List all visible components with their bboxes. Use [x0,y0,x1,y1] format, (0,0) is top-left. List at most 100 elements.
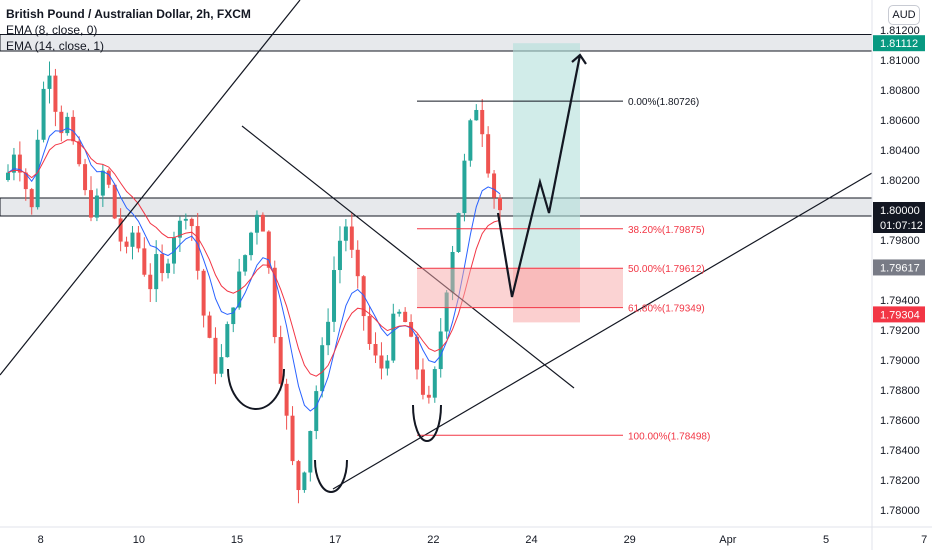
candle-down [118,218,123,242]
ema-slow-line [7,139,501,377]
price-tick-label: 1.78000 [880,505,920,517]
candle-down [278,337,283,384]
candle-up [462,160,467,214]
candle-down [142,248,147,275]
time-tick-label: 7 [921,534,927,546]
candle-down [124,241,129,247]
candle-up [100,170,105,196]
currency-button[interactable]: AUD [888,5,920,25]
candle-down [379,355,384,369]
candle-up [166,263,171,274]
resistance-zone [0,197,873,217]
price-tick-label: 1.79200 [880,325,920,337]
candle-up [474,109,479,121]
candle-up [231,307,236,325]
candle-up [94,195,99,218]
candle-down [136,232,141,249]
price-marker [873,35,925,52]
price-tick-label: 1.79400 [880,295,920,307]
candle-down [189,218,194,227]
candle-up [6,172,10,180]
candle-up [11,154,16,173]
trendline-descending [241,125,575,389]
candle-down [71,116,76,142]
candle-up [314,391,319,432]
fib-label: 61.80%(1.79349) [628,304,705,315]
candle-down [284,383,289,416]
candle-down [77,141,82,165]
candle-down [290,415,295,462]
price-tick-label: 1.79800 [880,235,920,247]
price-marker-label: 1.81112 [880,38,918,50]
price-tick-label: 1.80200 [880,175,920,187]
projection-arrowhead [571,53,587,65]
symbol-title[interactable]: British Pound / Australian Dollar, 2h, F… [6,7,251,21]
time-axis: 8 10 15 17 22 24 29 Apr 5 7 [0,526,932,546]
candle-up [456,213,461,252]
fib-label: 38.20%(1.79875) [628,225,705,236]
price-tick-label: 1.80800 [880,85,920,97]
candle-up [397,311,402,314]
candle-up [237,271,242,308]
time-tick-label: 5 [823,534,829,546]
time-tick-label: 29 [624,534,636,546]
candle-down [260,214,265,232]
target-zone [513,43,580,268]
zones-layer [0,34,873,217]
candle-up [438,331,443,370]
swing-low-arc [412,404,442,442]
candle-down [59,111,64,134]
fib-label: 100.00%(1.78498) [628,431,710,442]
candle-up [444,292,449,332]
candle-down [112,184,117,219]
candle-up [391,313,396,361]
price-marker [873,306,925,323]
ema-slow-legend[interactable]: EMA (14, close, 1) [6,39,105,53]
candle-up [343,226,348,241]
candle-up [130,232,135,247]
swing-low-arc [314,459,348,493]
price-tick-label: 1.80400 [880,145,920,157]
candle-up [41,88,46,140]
candle-down [355,249,360,277]
time-tick-label: 15 [231,534,243,546]
candle-down [480,109,485,135]
candle-down [88,190,93,218]
candle-down [53,75,58,112]
time-tick-label: 8 [38,534,44,546]
candle-down [160,254,165,274]
candle-down [207,315,212,338]
candle-down [213,337,218,374]
time-tick-label: 10 [133,534,145,546]
candle-up [326,321,331,346]
candle-down [486,134,491,174]
ema-fast-legend[interactable]: EMA (8, close, 0) [6,23,98,37]
time-tick-label: 22 [427,534,439,546]
trendline-ascending [0,0,301,376]
price-tick-label: 1.81000 [880,55,920,67]
candle-down [492,173,497,198]
candle-down [349,226,354,250]
candle-down [498,197,502,211]
fib-fill [417,268,623,308]
candle-up [332,270,337,322]
candle-down [106,170,111,185]
candle-up [154,254,159,290]
candle-down [367,316,372,345]
candle-up [65,116,70,134]
price-tick-label: 1.79000 [880,355,920,367]
candle-down [409,322,414,337]
candle-down [29,189,34,208]
price-tick-label: 1.81200 [880,25,920,37]
price-tick-label: 1.78600 [880,415,920,427]
price-tick-label: 1.78200 [880,475,920,487]
projection-path [496,54,582,298]
candle-down [17,154,22,173]
price-marker [873,259,925,276]
time-tick-label: 17 [329,534,341,546]
candle-up [254,214,259,233]
candle-up [308,431,313,473]
candle-up [177,220,182,238]
price-marker-label: 01:07:12 [880,220,923,232]
